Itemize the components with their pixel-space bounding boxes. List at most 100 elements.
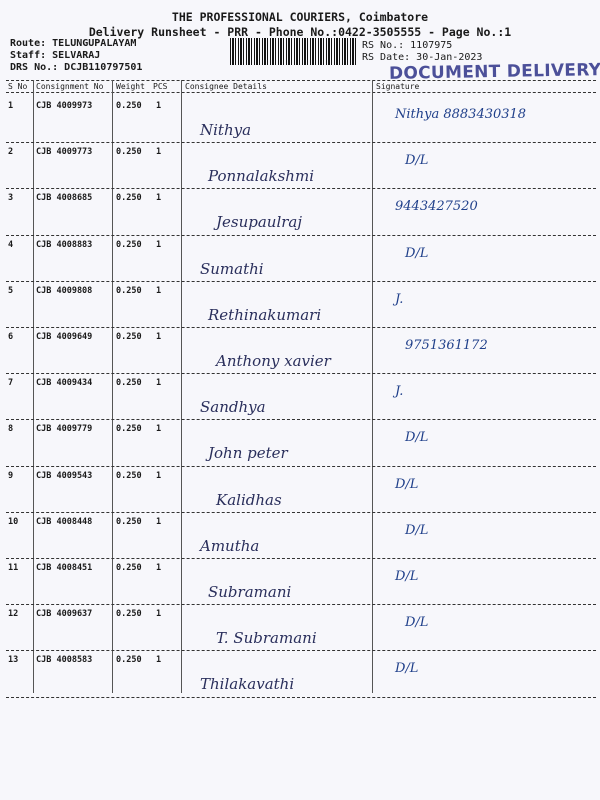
sno-cell: 3 bbox=[8, 193, 14, 204]
barcode bbox=[230, 38, 356, 65]
column-line bbox=[112, 80, 113, 693]
row-divider bbox=[6, 696, 596, 698]
consignment-cell: CJB 4009779 bbox=[36, 424, 93, 435]
pcs-cell: 1 bbox=[156, 239, 162, 250]
weight-cell: 0.250 bbox=[116, 424, 142, 435]
consignee-name: John peter bbox=[208, 444, 288, 463]
column-header-pcs: PCS bbox=[153, 82, 168, 91]
row-divider bbox=[6, 558, 596, 559]
column-line bbox=[181, 80, 182, 693]
weight-cell: 0.250 bbox=[116, 378, 142, 389]
sno-cell: 5 bbox=[8, 285, 14, 296]
signature: Nithya 8883430318 bbox=[395, 107, 527, 122]
signature: D/L bbox=[405, 153, 429, 169]
consignee-name: Rethinakumari bbox=[208, 305, 322, 324]
row-divider bbox=[6, 234, 596, 236]
route: Route: TELUNGUPALAYAM bbox=[10, 38, 137, 49]
pcs-cell: 1 bbox=[156, 563, 162, 573]
divider bbox=[6, 92, 596, 93]
row-divider bbox=[6, 419, 596, 421]
pcs-cell: 1 bbox=[156, 285, 162, 296]
signature: D/L bbox=[395, 569, 419, 584]
sno-cell: 9 bbox=[8, 470, 14, 481]
weight-cell: 0.250 bbox=[116, 470, 142, 481]
row-divider bbox=[6, 465, 596, 467]
pcs-cell: 1 bbox=[156, 101, 162, 111]
weight-cell: 0.250 bbox=[116, 332, 142, 342]
sno-cell: 10 bbox=[8, 516, 19, 527]
rs-number: RS No.: 1107975 bbox=[362, 40, 453, 51]
runsheet-subtitle: Delivery Runsheet - PRR - Phone No.:0422… bbox=[88, 25, 512, 39]
signature: D/L bbox=[395, 476, 419, 492]
weight-cell: 0.250 bbox=[116, 101, 142, 111]
column-line bbox=[372, 80, 373, 693]
signature: J. bbox=[395, 384, 404, 400]
consignment-cell: CJB 4009637 bbox=[36, 609, 93, 620]
consignee-name: Subramani bbox=[208, 583, 292, 601]
signature: D/L bbox=[405, 430, 429, 446]
sno-cell: 8 bbox=[8, 424, 14, 435]
sno-cell: 2 bbox=[8, 147, 14, 158]
column-header-consignment: Consignment No bbox=[36, 82, 104, 91]
weight-cell: 0.250 bbox=[116, 193, 142, 204]
consignee-name: Kalidhas bbox=[216, 490, 282, 509]
consignee-name: Sumathi bbox=[200, 259, 264, 278]
consignment-cell: CJB 4008448 bbox=[36, 516, 93, 527]
consignment-cell: CJB 4009649 bbox=[36, 332, 93, 342]
consignee-name: Ponnalakshmi bbox=[208, 167, 314, 186]
row-divider bbox=[6, 280, 596, 282]
drs-number: DRS No.: DCJB110797501 bbox=[10, 62, 143, 73]
signature: D/L bbox=[395, 661, 419, 677]
consignee-name: Sandhya bbox=[200, 398, 266, 417]
signature: D/L bbox=[405, 245, 429, 261]
consignment-cell: CJB 4009434 bbox=[36, 378, 93, 389]
sno-cell: 11 bbox=[8, 563, 19, 573]
pcs-cell: 1 bbox=[156, 193, 162, 204]
row-divider bbox=[6, 604, 596, 606]
signature: 9443427520 bbox=[395, 199, 478, 215]
signature: J. bbox=[395, 291, 404, 307]
consignment-cell: CJB 4008451 bbox=[36, 563, 93, 573]
column-header-consignee: Consignee Details bbox=[185, 82, 267, 91]
consignee-name: Jesupaulraj bbox=[216, 213, 303, 232]
pcs-cell: 1 bbox=[156, 147, 162, 158]
signature: D/L bbox=[405, 615, 429, 631]
sno-cell: 13 bbox=[8, 655, 19, 666]
pcs-cell: 1 bbox=[156, 378, 162, 389]
rs-date: RS Date: 30-Jan-2023 bbox=[362, 52, 483, 63]
pcs-cell: 1 bbox=[156, 470, 162, 481]
column-header-signature: Signature bbox=[376, 82, 420, 91]
staff: Staff: SELVARAJ bbox=[10, 50, 101, 61]
column-header-weight: Weight bbox=[116, 82, 145, 91]
pcs-cell: 1 bbox=[156, 609, 162, 620]
weight-cell: 0.250 bbox=[116, 147, 142, 158]
weight-cell: 0.250 bbox=[116, 655, 142, 666]
consignee-name: Nithya bbox=[200, 121, 252, 139]
consignee-name: T. Subramani bbox=[216, 629, 317, 648]
pcs-cell: 1 bbox=[156, 332, 162, 342]
consignment-cell: CJB 4008583 bbox=[36, 655, 93, 666]
row-divider bbox=[6, 188, 596, 190]
sno-cell: 12 bbox=[8, 609, 19, 620]
weight-cell: 0.250 bbox=[116, 239, 142, 250]
signature: D/L bbox=[405, 522, 429, 538]
consignment-cell: CJB 4009773 bbox=[36, 147, 93, 158]
consignee-name: Anthony xavier bbox=[216, 352, 331, 370]
consignment-cell: CJB 4009808 bbox=[36, 285, 93, 296]
row-divider bbox=[6, 142, 596, 144]
sno-cell: 4 bbox=[8, 239, 14, 250]
sno-cell: 6 bbox=[8, 332, 14, 342]
consignee-name: Amutha bbox=[200, 536, 260, 555]
consignment-cell: CJB 4008685 bbox=[36, 193, 93, 204]
sno-cell: 7 bbox=[8, 378, 14, 389]
pcs-cell: 1 bbox=[156, 655, 162, 666]
weight-cell: 0.250 bbox=[116, 609, 142, 620]
row-divider bbox=[6, 373, 596, 375]
row-divider bbox=[6, 511, 596, 513]
row-divider bbox=[6, 650, 596, 652]
pcs-cell: 1 bbox=[156, 516, 162, 527]
consignment-cell: CJB 4008883 bbox=[36, 239, 93, 250]
pcs-cell: 1 bbox=[156, 424, 162, 435]
weight-cell: 0.250 bbox=[116, 285, 142, 296]
column-header-sno: S No bbox=[8, 82, 28, 91]
